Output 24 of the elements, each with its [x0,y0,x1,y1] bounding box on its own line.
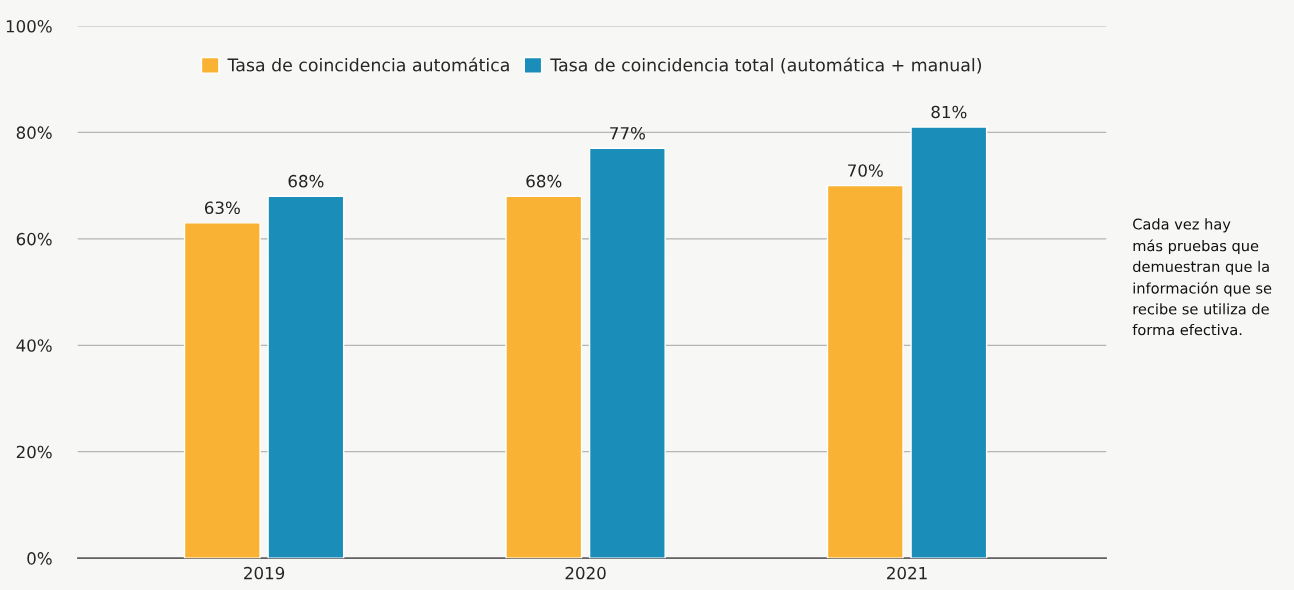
legend-label: Tasa de coincidencia automática [227,57,509,72]
bar [910,126,988,559]
data-label: 77% [610,126,645,140]
y-tick-label: 60% [16,232,52,246]
x-tick-label: 2020 [565,566,606,580]
data-label: 63% [204,201,240,215]
data-label: 68% [288,174,324,188]
bar [588,147,666,559]
data-label: 70% [848,164,883,177]
y-tick-label: 20% [16,445,52,459]
bar [826,184,904,559]
data-label: 68% [526,174,562,188]
bar [183,222,261,559]
data-label: 81% [931,105,967,119]
text: Cada vez hay más pruebas que demuestran que la información que se recibe se utiliza de forma efectiva. [1132,218,1272,336]
x-tick-label: 2021 [887,566,927,580]
x-tick-label: 2019 [244,566,285,580]
y-tick-label: 0% [27,552,52,565]
bar [267,195,345,559]
y-tick-label: 80% [16,126,52,139]
y-tick-label: 100% [6,19,52,33]
legend-label: Tasa de coincidencia total (automática + manual) [550,57,982,74]
y-tick-label: 40% [16,339,52,352]
bar [505,195,583,559]
